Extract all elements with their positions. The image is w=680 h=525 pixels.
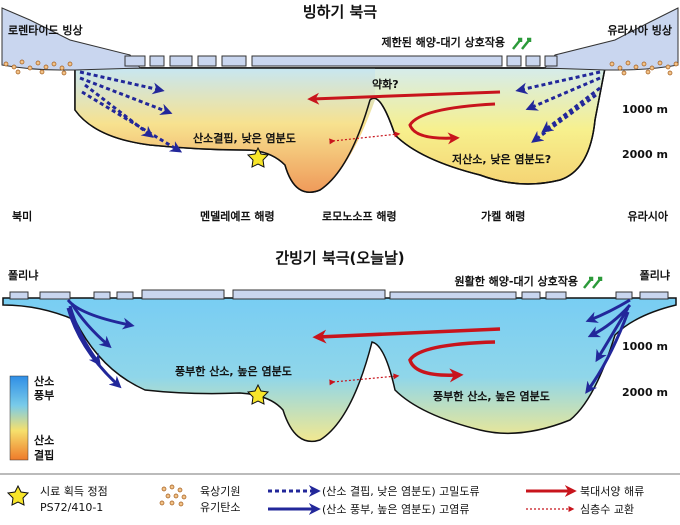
sea-ice-i11	[639, 291, 669, 300]
interglacial-left-water-label: 풍부한 산소, 높은 염분도	[175, 364, 292, 378]
scale-top-line1: 산소	[34, 374, 54, 388]
sea-ice-i7	[389, 291, 517, 300]
scale-top-line2: 풍부	[34, 389, 54, 402]
brine-arrows	[66, 298, 632, 394]
laurentide-ice-sheet	[1, 7, 141, 71]
legend-star-line2: PS72/410-1	[40, 501, 103, 514]
bottom-gakkel: 가켈 해령	[481, 209, 525, 223]
legend-star-line1: 시료 획득 정점	[40, 485, 108, 498]
sample-station-star-glacial	[246, 146, 270, 168]
exchange-limited-icon	[512, 37, 532, 50]
atlantic-current-weak-arrow	[307, 90, 501, 105]
sea-ice-8	[525, 55, 541, 67]
interglacial-right-water-label: 풍부한 산소, 높은 염분도	[433, 389, 550, 403]
bottom-eurasia: 유라시아	[628, 209, 669, 223]
sea-ice-1	[124, 55, 146, 67]
polynya-right-label: 폴리냐	[640, 268, 670, 282]
weakened-label: 약화?	[372, 77, 399, 91]
oxygen-scale-bar	[9, 375, 29, 461]
eurasian-ice-sheet	[544, 7, 679, 71]
glacial-depth-1000: 1000 m	[622, 103, 668, 116]
sea-ice-i9	[545, 291, 567, 300]
legend-dots-icon	[159, 484, 187, 507]
interglacial-basin	[2, 297, 677, 443]
polynya-left-label: 폴리냐	[8, 268, 38, 282]
bottom-north-america: 북미	[12, 209, 32, 223]
sea-ice-i1	[9, 291, 29, 300]
sea-ice-5	[221, 55, 247, 67]
glacial-depth-2000: 2000 m	[622, 148, 668, 161]
interglacial-title: 간빙기 북극(오늘날)	[275, 249, 404, 267]
interglacial-depth-1000: 1000 m	[622, 340, 668, 353]
scale-bottom-line2: 결핍	[34, 448, 54, 462]
sea-ice-i5	[141, 289, 225, 300]
sea-ice-i10	[615, 291, 633, 300]
legend-red-dotted-label: 심층수 교환	[580, 503, 634, 516]
sea-ice-i8	[521, 291, 541, 300]
legend-dotted-arrow-label: (산소 결핍, 낮은 염분도) 고밀도류	[322, 485, 480, 498]
interglacial-depth-2000: 2000 m	[622, 386, 668, 399]
organic-carbon-dots-right	[609, 60, 679, 76]
atlantic-current-curve-arrow-2	[408, 340, 496, 383]
interglacial-exchange-label: 원활한 해양-대기 상호작용	[454, 274, 578, 288]
sea-ice-i3	[93, 291, 111, 300]
glacial-ice-right-label: 유라시아 빙상	[607, 23, 672, 37]
sea-ice-6	[251, 55, 503, 67]
deep-water-exchange-interglacial	[329, 373, 400, 386]
legend-solid-arrow-label: (산소 풍부, 높은 염분도) 고염류	[322, 503, 470, 516]
sample-station-star-interglacial	[246, 383, 270, 405]
atlantic-current-curve-arrow	[408, 102, 496, 145]
legend-dots-line1: 육상기원	[200, 485, 240, 498]
atlantic-current-arrow	[312, 327, 501, 344]
sea-ice-i6	[232, 289, 386, 300]
glacial-right-water-label: 저산소, 낮은 염분도?	[452, 152, 551, 166]
glacial-title: 빙하기 북극	[303, 3, 377, 21]
exchange-active-icon	[583, 276, 603, 289]
sea-ice-i4	[116, 291, 134, 300]
sea-ice-3	[169, 55, 193, 67]
glacial-ice-left-label: 로렌타이드 빙상	[8, 23, 83, 37]
legend-red-arrow-label: 북대서양 해류	[580, 484, 644, 498]
deep-water-exchange-glacial	[329, 131, 401, 145]
organic-carbon-dots-left	[3, 59, 73, 76]
legend-dots-line2: 유기탄소	[200, 501, 240, 514]
glacial-left-water-label: 산소결핍, 낮은 염분도	[193, 131, 296, 145]
sea-ice-9	[544, 55, 558, 67]
legend-star-icon	[6, 484, 30, 506]
sea-ice-7	[506, 55, 522, 67]
scale-bottom-line1: 산소	[34, 433, 54, 447]
dense-water-arrows	[79, 70, 601, 153]
bottom-mendeleev: 멘델레예프 해령	[200, 209, 275, 223]
glacial-basin-left	[75, 68, 375, 193]
sea-ice-4	[197, 55, 217, 67]
sea-ice-2	[149, 55, 165, 67]
bottom-lomonosov: 로모노소프 해령	[322, 209, 397, 223]
glacial-exchange-label: 제한된 해양-대기 상호작용	[381, 35, 505, 49]
sea-ice-i2	[39, 291, 71, 300]
